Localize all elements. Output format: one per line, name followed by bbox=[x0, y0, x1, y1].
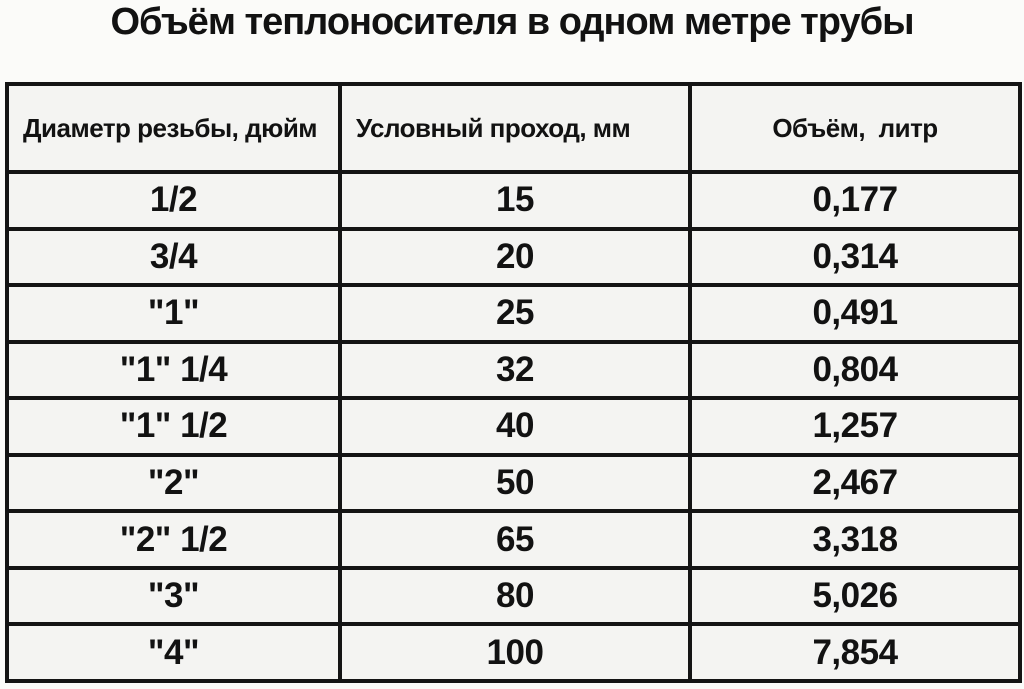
cell-thread-diameter: "2" bbox=[5, 452, 342, 514]
cell-thread-diameter: "1" 1/2 bbox=[5, 396, 342, 457]
table-row: 1/2 15 0,177 bbox=[5, 170, 1022, 231]
cell-nominal-bore: 100 bbox=[338, 622, 692, 683]
table-row: "1" 1/2 40 1,257 bbox=[5, 396, 1022, 457]
cell-nominal-bore: 40 bbox=[338, 396, 692, 457]
table-row: "1" 25 0,491 bbox=[5, 283, 1022, 344]
cell-volume: 1,257 bbox=[688, 396, 1022, 457]
header-cell-nominal-bore: Условный проход, мм bbox=[338, 82, 692, 174]
table-row: "2" 50 2,467 bbox=[5, 452, 1022, 514]
table-row: 3/4 20 0,314 bbox=[5, 226, 1022, 288]
cell-thread-diameter: "4" bbox=[5, 622, 342, 683]
cell-nominal-bore: 20 bbox=[338, 226, 692, 288]
cell-thread-diameter: "3" bbox=[5, 565, 342, 627]
table-row: "4" 100 7,854 bbox=[5, 622, 1022, 683]
cell-nominal-bore: 25 bbox=[338, 283, 692, 344]
cell-volume: 5,026 bbox=[688, 565, 1022, 627]
cell-nominal-bore: 50 bbox=[338, 452, 692, 514]
cell-volume: 0,491 bbox=[688, 283, 1022, 344]
cell-nominal-bore: 65 bbox=[338, 509, 692, 570]
header-cell-volume: Объём, литр bbox=[688, 82, 1022, 174]
cell-volume: 0,177 bbox=[688, 170, 1022, 231]
cell-nominal-bore: 80 bbox=[338, 565, 692, 627]
cell-thread-diameter: 1/2 bbox=[5, 170, 342, 231]
cell-thread-diameter: "1" bbox=[5, 283, 342, 344]
cell-volume: 0,314 bbox=[688, 226, 1022, 288]
header-row: Диаметр резьбы, дюйм Условный проход, мм… bbox=[5, 82, 1022, 174]
cell-thread-diameter: "1" 1/4 bbox=[5, 339, 342, 401]
cell-volume: 7,854 bbox=[688, 622, 1022, 683]
cell-thread-diameter: 3/4 bbox=[5, 226, 342, 288]
page-title: Объём теплоносителя в одном метре трубы bbox=[110, 1, 914, 43]
cell-volume: 3,318 bbox=[688, 509, 1022, 570]
header-cell-thread-diameter: Диаметр резьбы, дюйм bbox=[5, 82, 342, 174]
table-row: "3" 80 5,026 bbox=[5, 565, 1022, 627]
cell-volume: 2,467 bbox=[688, 452, 1022, 514]
table-row: "1" 1/4 32 0,804 bbox=[5, 339, 1022, 401]
cell-nominal-bore: 15 bbox=[338, 170, 692, 231]
table-row: "2" 1/2 65 3,318 bbox=[5, 509, 1022, 570]
cell-thread-diameter: "2" 1/2 bbox=[5, 509, 342, 570]
cell-volume: 0,804 bbox=[688, 339, 1022, 401]
coolant-volume-table: Диаметр резьбы, дюйм Условный проход, мм… bbox=[5, 82, 1022, 683]
cell-nominal-bore: 32 bbox=[338, 339, 692, 401]
